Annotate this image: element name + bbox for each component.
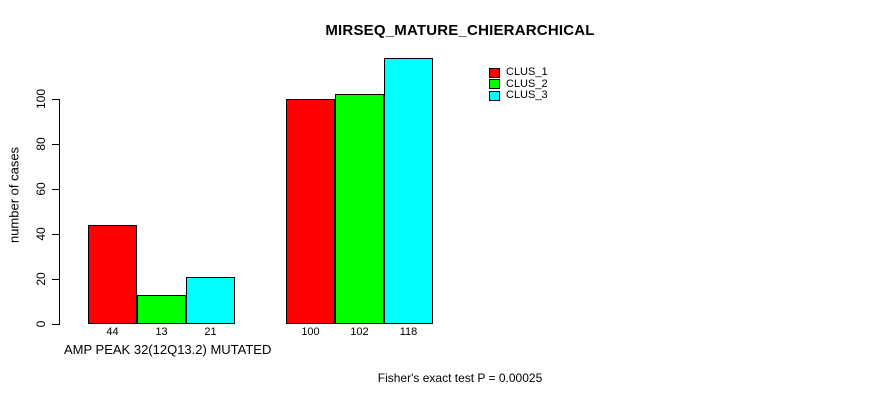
y-axis-tick bbox=[52, 99, 59, 100]
legend-label: CLUS_3 bbox=[506, 89, 548, 102]
y-axis-tick bbox=[52, 144, 59, 145]
y-axis-label: number of cases bbox=[6, 146, 22, 244]
bar-clus_3-group2 bbox=[384, 58, 433, 324]
bar-clus_1-group1 bbox=[88, 225, 137, 324]
bar-value-label: 100 bbox=[301, 326, 320, 338]
legend-item-clus_2: CLUS_2 bbox=[489, 77, 548, 91]
y-axis-tick bbox=[52, 279, 59, 280]
bar-value-label: 44 bbox=[106, 326, 119, 338]
bar-clus_1-group2 bbox=[286, 99, 335, 324]
y-axis-tick bbox=[52, 189, 59, 190]
legend-item-clus_1: CLUS_1 bbox=[489, 67, 548, 79]
y-axis-tick-label: 20 bbox=[34, 272, 48, 286]
y-axis-tick-label: 60 bbox=[34, 182, 48, 196]
legend-swatch-clus_2 bbox=[489, 79, 500, 90]
bar-value-label: 118 bbox=[399, 326, 418, 338]
y-axis-tick bbox=[52, 234, 59, 235]
y-axis-tick-label: 0 bbox=[34, 320, 48, 328]
bar-value-label: 13 bbox=[155, 326, 168, 338]
bar-clus_3-group1 bbox=[186, 277, 235, 324]
y-axis-tick bbox=[52, 324, 59, 325]
legend-label: CLUS_2 bbox=[506, 77, 548, 90]
bar-clus_2-group1 bbox=[137, 295, 186, 324]
bar-value-label: 21 bbox=[204, 326, 217, 338]
y-axis-tick-label: 40 bbox=[34, 227, 48, 241]
legend-label: CLUS_1 bbox=[506, 66, 548, 79]
legend-swatch-clus_1 bbox=[489, 67, 500, 78]
y-axis-line bbox=[59, 99, 60, 325]
fisher-test-note: Fisher's exact test P = 0.00025 bbox=[377, 371, 543, 385]
chart-title: MIRSEQ_MATURE_CHIERARCHICAL bbox=[325, 22, 595, 39]
legend-swatch-clus_3 bbox=[489, 90, 500, 101]
legend: CLUS_1 CLUS_2 CLUS_3 bbox=[489, 67, 548, 102]
legend-item-clus_3: CLUS_3 bbox=[489, 90, 548, 102]
y-axis-tick-label: 80 bbox=[34, 137, 48, 151]
bar-clus_2-group2 bbox=[335, 94, 384, 324]
y-axis-tick-label: 100 bbox=[34, 88, 48, 110]
bar-value-label: 102 bbox=[350, 326, 369, 338]
x-axis-label: AMP PEAK 32(12Q13.2) MUTATED bbox=[64, 342, 272, 357]
